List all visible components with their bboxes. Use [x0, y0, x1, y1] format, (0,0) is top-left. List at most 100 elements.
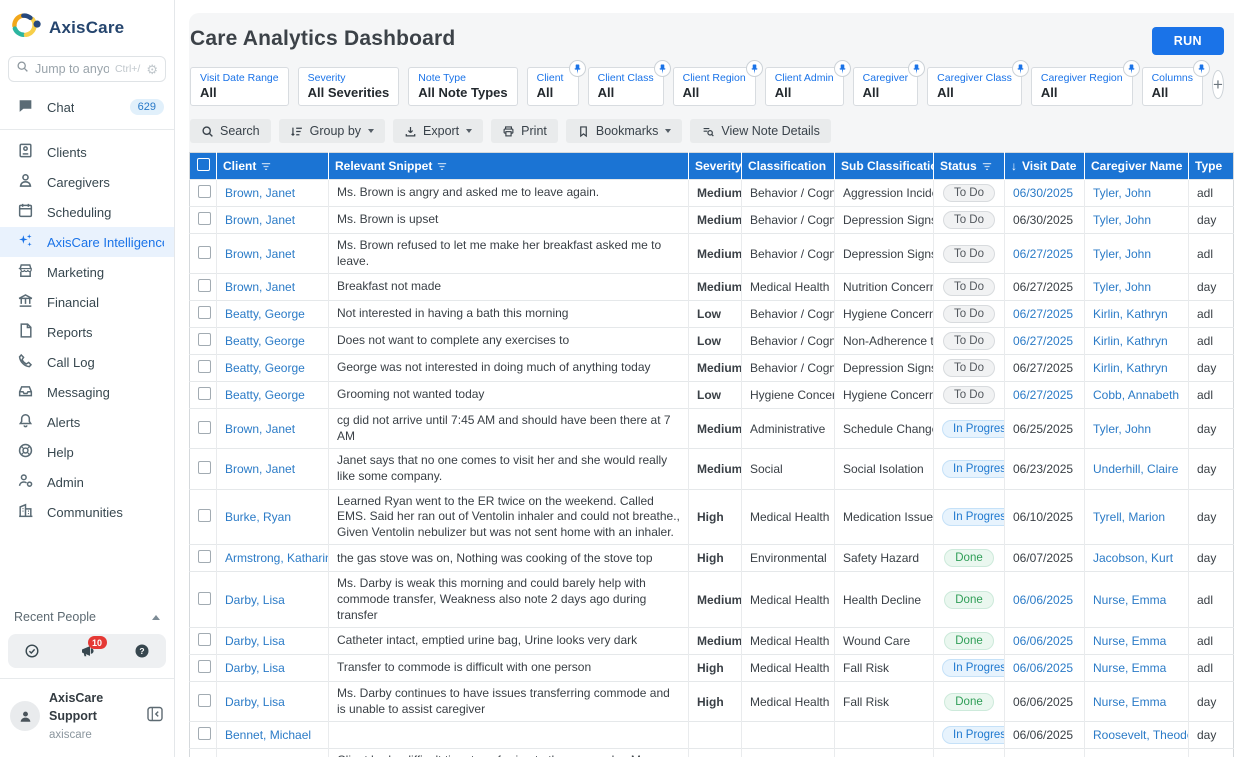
caregiver-link[interactable]: Tyler, John	[1093, 421, 1152, 436]
table-row[interactable]: Darby, Lisa Ms. Darby is weak this morni…	[189, 571, 1234, 628]
visit-date[interactable]: 06/10/2025	[1013, 509, 1074, 524]
status-badge[interactable]: Done	[944, 549, 994, 568]
sidebar-item-admin[interactable]: Admin	[0, 467, 174, 497]
client-link[interactable]: Darby, Lisa	[225, 694, 285, 709]
table-row[interactable]: Brown, Janet Breakfast not made Medium M…	[189, 273, 1234, 301]
col-header-client[interactable]: Client	[216, 152, 329, 180]
table-row[interactable]: Burke, Ryan Learned Ryan went to the ER …	[189, 488, 1234, 545]
row-checkbox[interactable]	[198, 591, 211, 605]
row-checkbox[interactable]	[198, 279, 211, 293]
status-badge[interactable]: In Progress	[942, 726, 1005, 745]
caregiver-link[interactable]: Nurse, Emma	[1093, 592, 1167, 607]
table-row[interactable]: Beatty, George George was not interested…	[189, 354, 1234, 382]
visit-date[interactable]: 06/06/2025	[1013, 634, 1074, 649]
table-row[interactable]: Brown, Janet Ms. Brown is angry and aske…	[189, 179, 1234, 207]
visit-date[interactable]: 06/27/2025	[1013, 246, 1074, 261]
sidebar-item-clients[interactable]: Clients	[0, 137, 174, 167]
visit-date[interactable]: 06/23/2025	[1013, 461, 1074, 476]
caregiver-link[interactable]: Roosevelt, Theodore	[1093, 728, 1189, 743]
client-link[interactable]: Brown, Janet	[225, 246, 296, 261]
filter-chip-caregiver-region[interactable]: Caregiver Region All	[1030, 60, 1140, 106]
filter-chip-visit-date-range[interactable]: Visit Date Range All	[190, 67, 289, 106]
visit-date[interactable]: 06/06/2025	[1013, 728, 1074, 743]
collapse-caret-icon[interactable]	[152, 614, 160, 620]
client-link[interactable]: Armstrong, Katharina	[225, 551, 329, 566]
row-checkbox[interactable]	[198, 460, 211, 474]
status-badge[interactable]: To Do	[942, 244, 996, 263]
row-checkbox[interactable]	[198, 550, 211, 564]
sidebar-item-axiscare-intelligence[interactable]: AxisCare Intelligence	[0, 227, 174, 257]
announcements-button[interactable]: 10	[79, 636, 107, 659]
run-button[interactable]: RUN	[1151, 27, 1224, 55]
visit-date[interactable]: 06/27/2025	[1013, 334, 1074, 349]
sidebar-item-alerts[interactable]: Alerts	[0, 407, 174, 437]
table-row[interactable]: Brown, Janet Janet says that no one come…	[189, 448, 1234, 490]
client-link[interactable]: Brown, Janet	[225, 280, 296, 295]
table-row[interactable]: Beatty, George Grooming not wanted today…	[189, 381, 1234, 409]
caregiver-link[interactable]: Kirlin, Kathryn	[1093, 334, 1168, 349]
col-header-caregiver-name[interactable]: Caregiver Name	[1084, 152, 1189, 180]
filter-chip-client[interactable]: Client All	[526, 60, 586, 106]
filter-chip-caregiver[interactable]: Caregiver All	[852, 60, 926, 106]
pin-icon[interactable]	[1122, 60, 1140, 77]
visit-date[interactable]: 06/06/2025	[1013, 661, 1074, 676]
caregiver-link[interactable]: Tyler, John	[1093, 186, 1152, 200]
client-link[interactable]: Beatty, George	[225, 361, 305, 376]
col-header-visit-date[interactable]: ↓ Visit Date	[1004, 152, 1085, 180]
col-header-classification[interactable]: Classification	[741, 152, 835, 180]
col-header-relevant-snippet[interactable]: Relevant Snippet	[328, 152, 689, 180]
export-button[interactable]: Export	[393, 119, 484, 143]
row-checkbox[interactable]	[198, 306, 211, 320]
status-badge[interactable]: To Do	[942, 211, 996, 229]
client-link[interactable]: Darby, Lisa	[225, 592, 285, 607]
client-link[interactable]: Darby, Lisa	[225, 661, 285, 676]
client-link[interactable]: Brown, Janet	[225, 186, 296, 200]
row-checkbox[interactable]	[198, 212, 211, 225]
pin-icon[interactable]	[1011, 60, 1029, 77]
visit-date[interactable]: 06/07/2025	[1013, 551, 1074, 566]
row-checkbox[interactable]	[198, 660, 211, 674]
select-all-checkbox[interactable]	[196, 158, 210, 171]
row-checkbox[interactable]	[198, 727, 211, 741]
status-badge[interactable]: To Do	[942, 359, 996, 378]
group-by-button[interactable]: Group by	[278, 119, 386, 143]
status-badge[interactable]: Done	[944, 632, 994, 651]
tasks-button[interactable]	[24, 643, 40, 659]
pin-icon[interactable]	[1193, 60, 1211, 77]
sidebar-item-messaging[interactable]: Messaging	[0, 377, 174, 407]
col-header-status[interactable]: Status	[933, 152, 1005, 180]
pin-icon[interactable]	[908, 60, 926, 77]
status-badge[interactable]: In Progress	[942, 507, 1005, 526]
col-header-sub-classification[interactable]: Sub Classification	[834, 152, 934, 180]
brand[interactable]: AxisCare	[0, 0, 174, 52]
table-row[interactable]: Beatty, George Does not want to complete…	[189, 327, 1234, 355]
client-link[interactable]: Beatty, George	[225, 334, 305, 349]
client-link[interactable]: Brown, Janet	[225, 213, 296, 227]
search-button[interactable]: Search	[190, 119, 271, 143]
status-badge[interactable]: To Do	[942, 386, 996, 405]
table-row[interactable]: Beatty, George Not interested in having …	[189, 300, 1234, 328]
sidebar-item-financial[interactable]: Financial	[0, 287, 174, 317]
row-checkbox[interactable]	[198, 693, 211, 707]
filter-chip-client-region[interactable]: Client Region All	[672, 60, 763, 106]
row-checkbox[interactable]	[198, 508, 211, 522]
row-checkbox[interactable]	[198, 360, 211, 374]
visit-date[interactable]: 06/30/2025	[1013, 186, 1074, 200]
client-link[interactable]: Brown, Janet	[225, 461, 296, 476]
row-checkbox[interactable]	[198, 387, 211, 401]
status-badge[interactable]: Done	[944, 590, 994, 609]
gear-icon[interactable]: ⚙	[146, 61, 158, 77]
sidebar-item-marketing[interactable]: Marketing	[0, 257, 174, 287]
filter-chip-severity[interactable]: Severity All Severities	[297, 67, 400, 106]
visit-date[interactable]: 06/27/2025	[1013, 361, 1074, 376]
sidebar-item-call-log[interactable]: Call Log	[0, 347, 174, 377]
table-row[interactable]: Darby, Lisa Catheter intact, emptied uri…	[189, 627, 1234, 655]
status-badge[interactable]: To Do	[942, 278, 996, 297]
jump-search-input[interactable]	[35, 62, 109, 76]
caregiver-link[interactable]: Cobb, Annabeth	[1093, 388, 1180, 403]
status-badge[interactable]: To Do	[942, 332, 996, 351]
table-row[interactable]: Brown, Janet Ms. Brown is upset Medium B…	[189, 206, 1234, 234]
caregiver-link[interactable]: Underhill, Claire	[1093, 461, 1179, 476]
visit-date[interactable]: 06/27/2025	[1013, 307, 1074, 322]
table-row[interactable]: Brown, Janet Ms. Brown refused to let me…	[189, 232, 1234, 274]
